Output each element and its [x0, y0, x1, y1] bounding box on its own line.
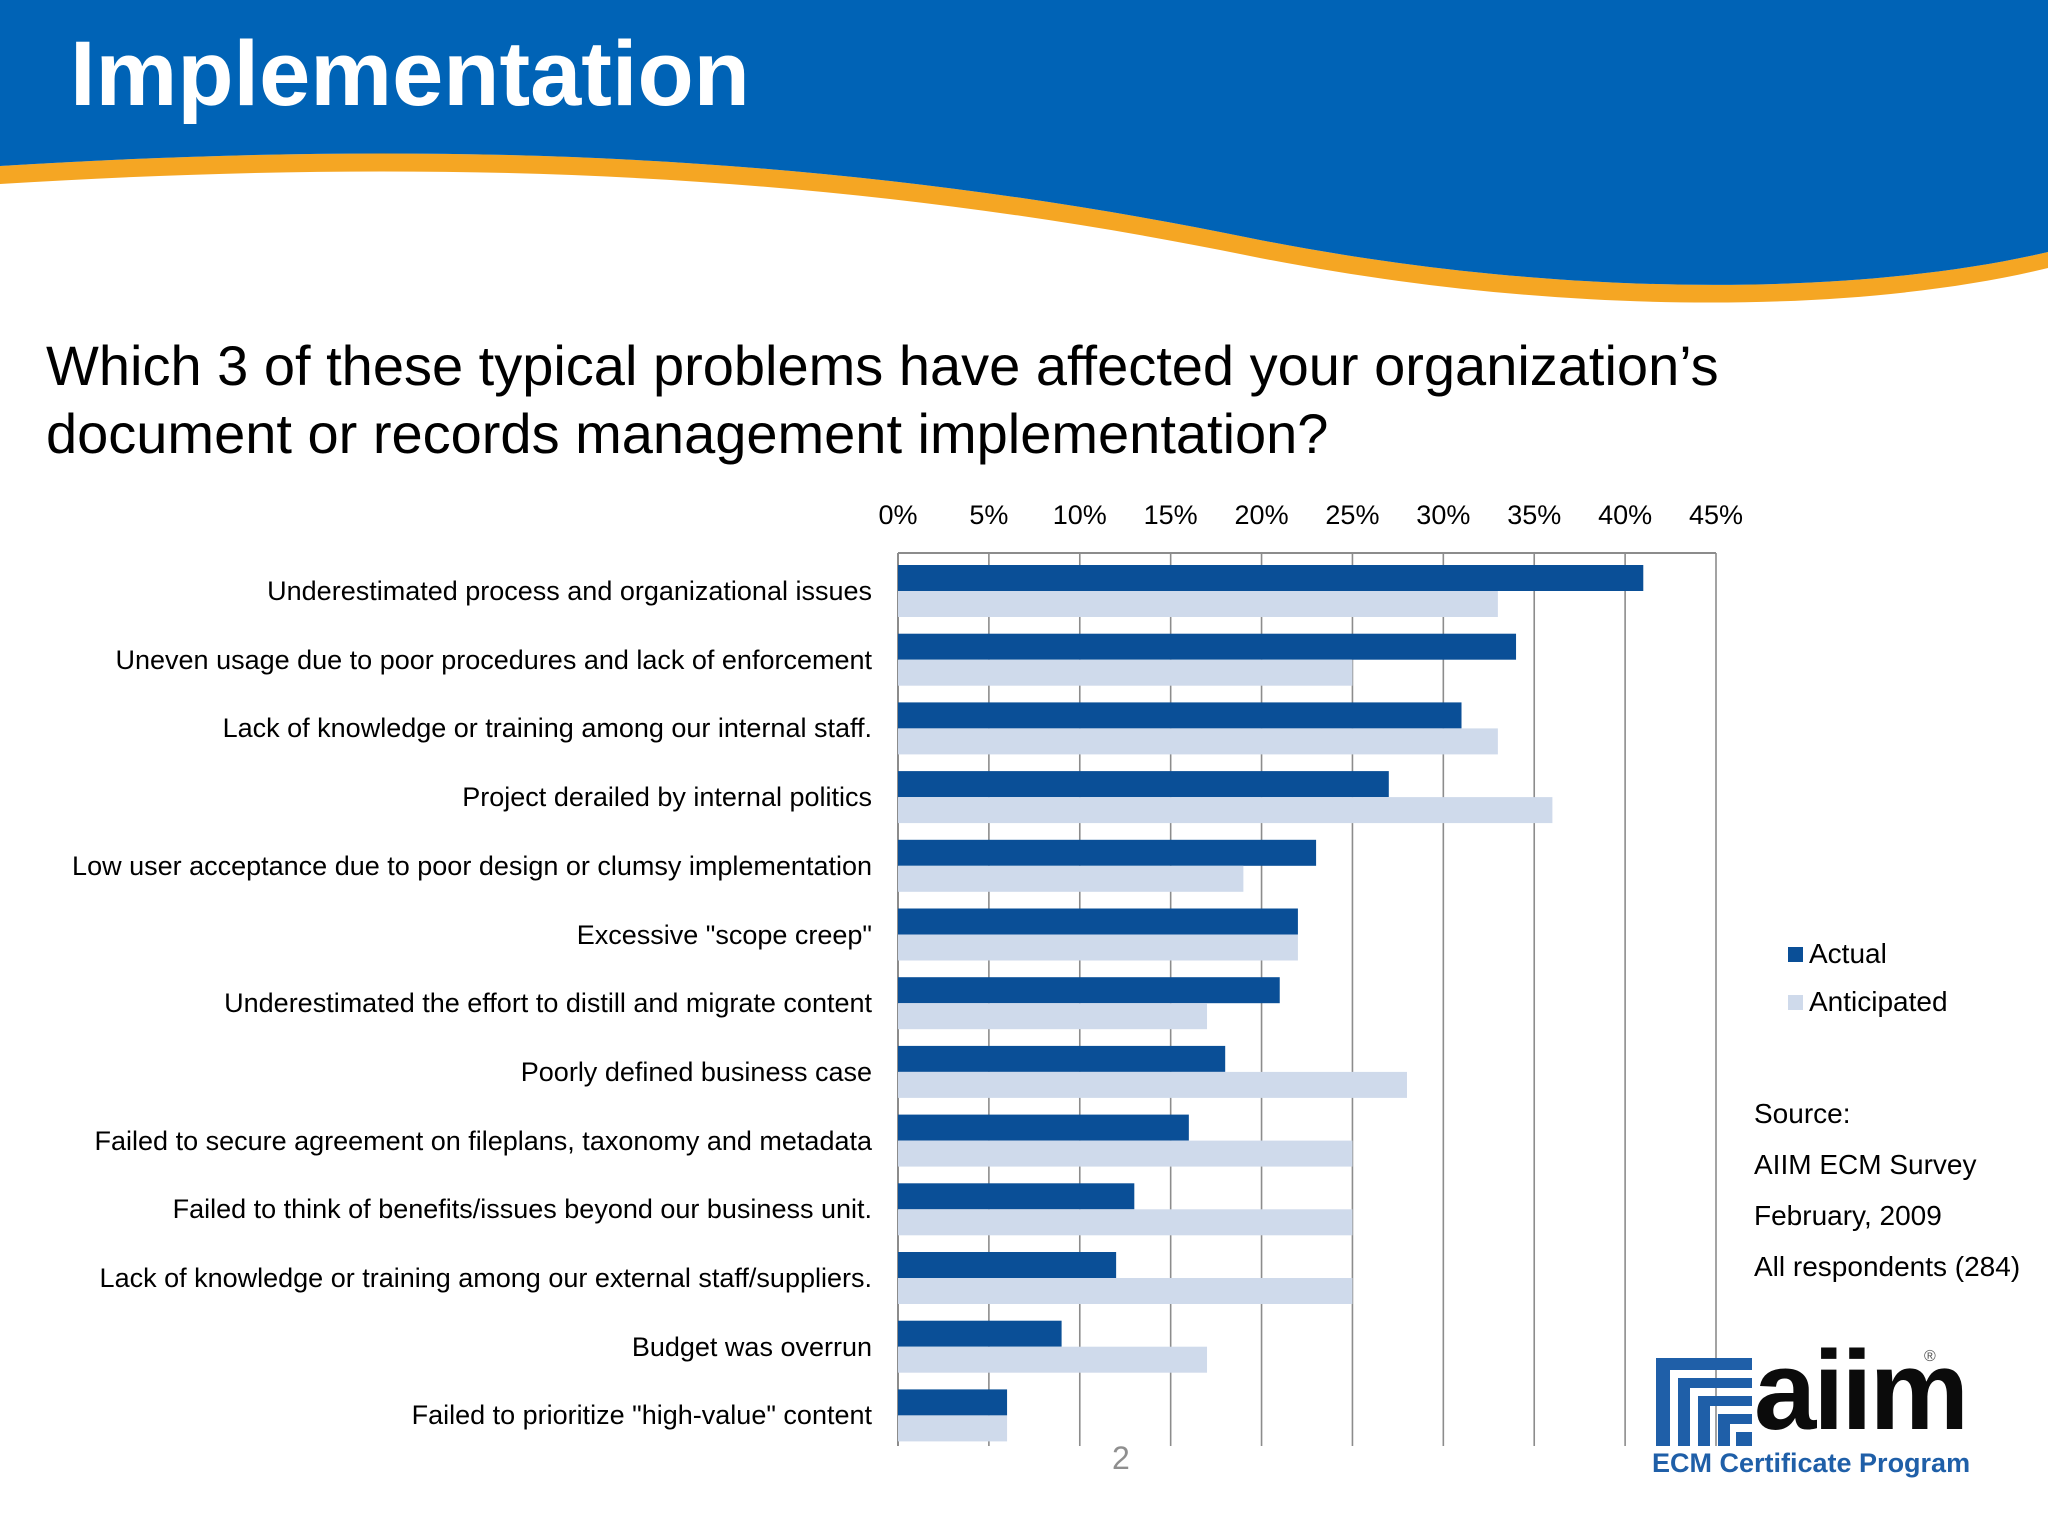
- bar-actual: [898, 977, 1280, 1004]
- bars: [898, 565, 1644, 1442]
- bar-anticipated: [898, 934, 1298, 961]
- legend-swatch-actual: [1788, 946, 1803, 962]
- bar-anticipated: [898, 1071, 1407, 1098]
- logo-tagline: ECM Certificate Program: [1652, 1448, 1971, 1478]
- bar-anticipated: [898, 1209, 1353, 1236]
- x-tick-label: 30%: [1416, 500, 1470, 530]
- category-label: Uneven usage due to poor procedures and …: [115, 644, 873, 675]
- bar-anticipated: [898, 1415, 1008, 1442]
- legend-item-actual: Actual: [1788, 930, 1948, 978]
- bar-anticipated: [898, 1346, 1208, 1373]
- banner-background: [0, 0, 2048, 285]
- legend-swatch-anticipated: [1788, 994, 1803, 1010]
- bar-actual: [898, 1183, 1135, 1210]
- category-label: Project derailed by internal politics: [462, 782, 872, 813]
- bar-anticipated: [898, 591, 1498, 617]
- category-label: Low user acceptance due to poor design o…: [72, 850, 872, 881]
- bar-actual: [898, 908, 1298, 935]
- x-axis-ticks: 0% 5% 10% 15% 20% 25% 30% 35% 40% 45%: [878, 500, 1743, 530]
- bar-actual: [898, 633, 1517, 660]
- survey-question: Which 3 of these typical problems have a…: [46, 334, 1719, 465]
- source-line: Source:: [1754, 1098, 1851, 1129]
- x-tick-label: 40%: [1598, 500, 1652, 530]
- category-label: Failed to prioritize "high-value" conten…: [411, 1400, 872, 1431]
- bar-anticipated: [898, 865, 1244, 892]
- bar-actual: [898, 565, 1644, 591]
- x-tick-label: 45%: [1689, 500, 1743, 530]
- category-label: Excessive "scope creep": [576, 919, 872, 950]
- category-label: Poorly defined business case: [520, 1056, 872, 1087]
- x-tick-label: 15%: [1144, 500, 1198, 530]
- category-label: Underestimated the effort to distill and…: [224, 988, 872, 1019]
- registered-mark: ®: [1924, 1348, 1936, 1365]
- legend-label-anticipated: Anticipated: [1809, 986, 1948, 1017]
- x-tick-label: 35%: [1507, 500, 1561, 530]
- banner-swoosh-accent: [0, 153, 2048, 303]
- bar-anticipated: [898, 659, 1353, 686]
- source-line: All respondents (284): [1754, 1251, 2021, 1282]
- category-label: Lack of knowledge or training among our …: [99, 1263, 872, 1293]
- header-banner: [0, 0, 2048, 303]
- category-label: Underestimated process and organizationa…: [267, 576, 872, 606]
- bar-actual: [898, 1320, 1062, 1347]
- source-line: February, 2009: [1754, 1200, 1942, 1231]
- x-tick-label: 0%: [878, 500, 917, 530]
- page-number: 2: [1112, 1440, 1130, 1476]
- slide-title: Implementation: [70, 23, 750, 125]
- legend-item-anticipated: Anticipated: [1788, 978, 1948, 1026]
- bar-anticipated: [898, 1003, 1208, 1030]
- bar-actual: [898, 839, 1317, 866]
- x-tick-label: 10%: [1053, 500, 1107, 530]
- source-note: Source: AIIM ECM Survey February, 2009 A…: [1754, 1094, 2020, 1298]
- x-tick-label: 25%: [1325, 500, 1379, 530]
- legend: Actual Anticipated: [1788, 930, 1948, 1026]
- x-tick-label: 20%: [1235, 500, 1289, 530]
- bar-actual: [898, 1045, 1226, 1072]
- source-line: AIIM ECM Survey: [1754, 1149, 1977, 1180]
- bar-anticipated: [898, 1140, 1353, 1167]
- aiim-wordmark: aiim: [1754, 1328, 1969, 1453]
- bar-anticipated: [898, 1278, 1353, 1304]
- x-tick-label: 5%: [969, 500, 1008, 530]
- bar-actual: [898, 702, 1462, 729]
- bar-anticipated: [898, 797, 1553, 824]
- bar-actual: [898, 1114, 1189, 1141]
- bar-anticipated: [898, 728, 1498, 755]
- bar-actual: [898, 1252, 1117, 1278]
- category-label: Lack of knowledge or training among our …: [222, 713, 872, 744]
- aiim-logo: aiim ® ECM Certificate Program: [1650, 1328, 1970, 1484]
- bar-actual: [898, 771, 1389, 798]
- category-label: Failed to secure agreement on fileplans,…: [94, 1125, 872, 1156]
- legend-label-actual: Actual: [1809, 938, 1887, 969]
- category-label: Failed to think of benefits/issues beyon…: [172, 1194, 872, 1225]
- aiim-logo-mark-icon: [1656, 1358, 1752, 1446]
- bar-actual: [898, 1389, 1008, 1416]
- category-label: Budget was overrun: [631, 1331, 872, 1362]
